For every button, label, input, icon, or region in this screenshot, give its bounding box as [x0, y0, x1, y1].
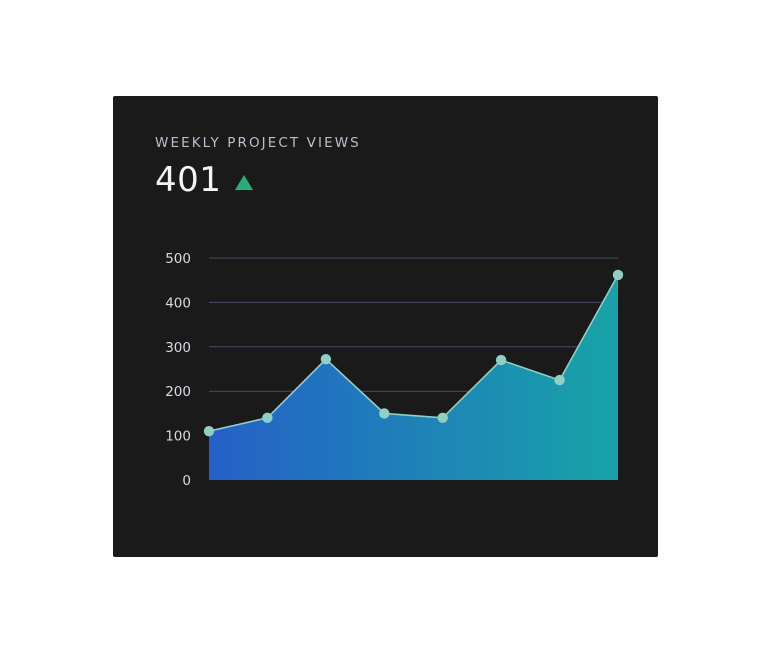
data-point-marker[interactable]: [262, 412, 273, 423]
y-axis-tick-label: 400: [165, 295, 191, 311]
data-point-markers: [203, 269, 624, 437]
card-header: WEEKLY PROJECT VIEWS 401: [155, 134, 615, 199]
data-point-marker[interactable]: [379, 408, 390, 419]
y-axis-tick-label: 500: [165, 251, 191, 267]
data-point-marker[interactable]: [495, 354, 507, 366]
kpi-card: WEEKLY PROJECT VIEWS 401 0 100 200 300 400 50…: [113, 96, 658, 557]
triangle-up-icon: [235, 174, 254, 190]
data-point-marker[interactable]: [554, 374, 565, 386]
y-axis-tick-label: 200: [165, 384, 191, 400]
kpi-value: 401: [155, 160, 222, 200]
data-point-marker[interactable]: [437, 412, 448, 423]
y-axis-tick-label: 0: [182, 473, 191, 489]
chart-y-axis-labels: 0 100 200 300 400 500: [165, 251, 191, 489]
y-axis-tick-label: 100: [165, 429, 191, 445]
area-chart-canvas: 0 100 200 300 400 500: [165, 251, 624, 489]
area-chart: 0 100 200 300 400 500: [113, 96, 658, 557]
page-title: WEEKLY PROJECT VIEWS: [155, 135, 361, 151]
area-fill: [209, 274, 618, 480]
data-point-marker[interactable]: [612, 269, 624, 281]
y-axis-tick-label: 300: [165, 340, 191, 356]
data-point-marker[interactable]: [203, 426, 215, 437]
data-point-marker[interactable]: [320, 354, 332, 365]
kpi-value-row: 401: [155, 161, 615, 199]
data-line: [208, 274, 619, 433]
